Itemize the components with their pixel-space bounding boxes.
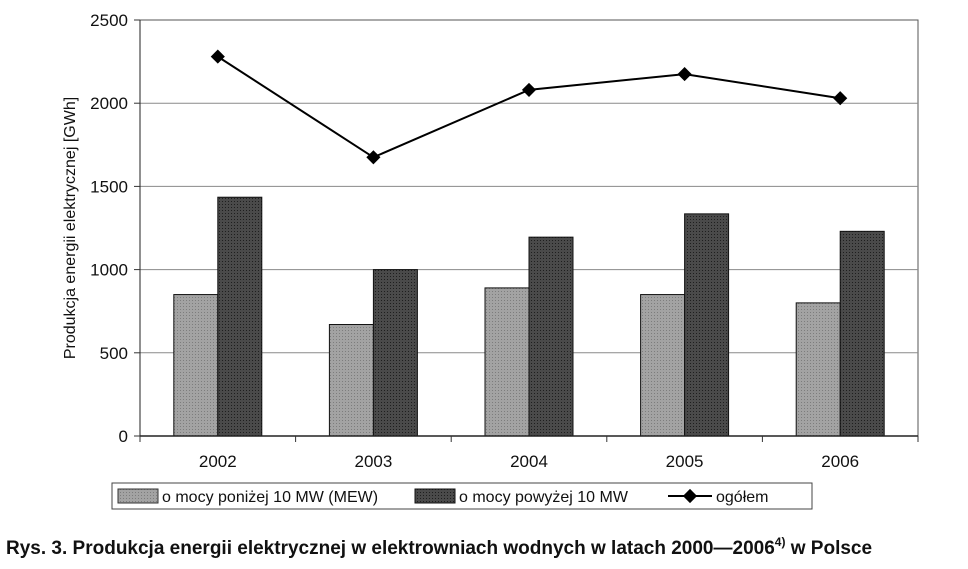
- legend-swatch-above-10mw: [414, 488, 456, 504]
- legend-swatch-below-10mw: [117, 488, 159, 504]
- y-tick-label: 1000: [90, 261, 128, 280]
- bar-above-10mw-2005: [684, 213, 730, 437]
- y-tick-labels: 0 500 1000 1500 2000 2500: [90, 11, 140, 446]
- legend-label-above-10mw: o mocy powyżej 10 MW: [459, 489, 629, 506]
- total-line: [210, 49, 848, 165]
- y-tick-label: 1500: [90, 177, 128, 196]
- bars: [173, 196, 885, 437]
- bar-below-10mw-2002: [173, 294, 219, 437]
- y-tick-label: 500: [100, 344, 128, 363]
- caption-text: Rys. 3. Produkcja energii elektrycznej w…: [6, 538, 775, 559]
- y-tick-label: 0: [119, 427, 128, 446]
- bar-above-10mw-2002: [217, 196, 263, 437]
- legend-label-total: ogółem: [716, 489, 768, 506]
- bar-above-10mw-2004: [528, 236, 574, 437]
- legend-label-below-10mw: o mocy poniżej 10 MW (MEW): [162, 489, 378, 506]
- legend-marker-total: [682, 488, 698, 504]
- x-tick-label: 2002: [199, 452, 237, 471]
- x-tick-label: 2004: [510, 452, 548, 471]
- bar-above-10mw-2006: [839, 230, 885, 437]
- figure-caption: Rys. 3. Produkcja energii elektrycznej w…: [6, 535, 872, 559]
- x-tick-label: 2005: [666, 452, 704, 471]
- legend: o mocy poniżej 10 MW (MEW) o mocy powyże…: [111, 482, 813, 510]
- x-tick-label: 2003: [354, 452, 392, 471]
- caption-suffix: w Polsce: [785, 538, 872, 559]
- point-total-2004: [521, 82, 537, 97]
- bar-below-10mw-2004: [484, 287, 530, 437]
- y-axis-label: Produkcja energii elektrycznej [GWh]: [62, 97, 79, 359]
- caption-superscript: 4): [775, 535, 786, 549]
- y-tick-label: 2000: [90, 94, 128, 113]
- x-tick-labels: 2002 2003 2004 2005 2006: [139, 436, 919, 471]
- axes: [139, 20, 918, 437]
- y-tick-label: 2500: [90, 11, 128, 30]
- point-total-2005: [677, 67, 692, 82]
- bar-below-10mw-2006: [795, 302, 841, 437]
- point-total-2003: [366, 150, 381, 165]
- x-tick-label: 2006: [821, 452, 859, 471]
- bar-below-10mw-2005: [640, 294, 686, 437]
- point-total-2006: [833, 91, 848, 106]
- bar-above-10mw-2003: [372, 269, 418, 437]
- bar-below-10mw-2003: [328, 324, 374, 437]
